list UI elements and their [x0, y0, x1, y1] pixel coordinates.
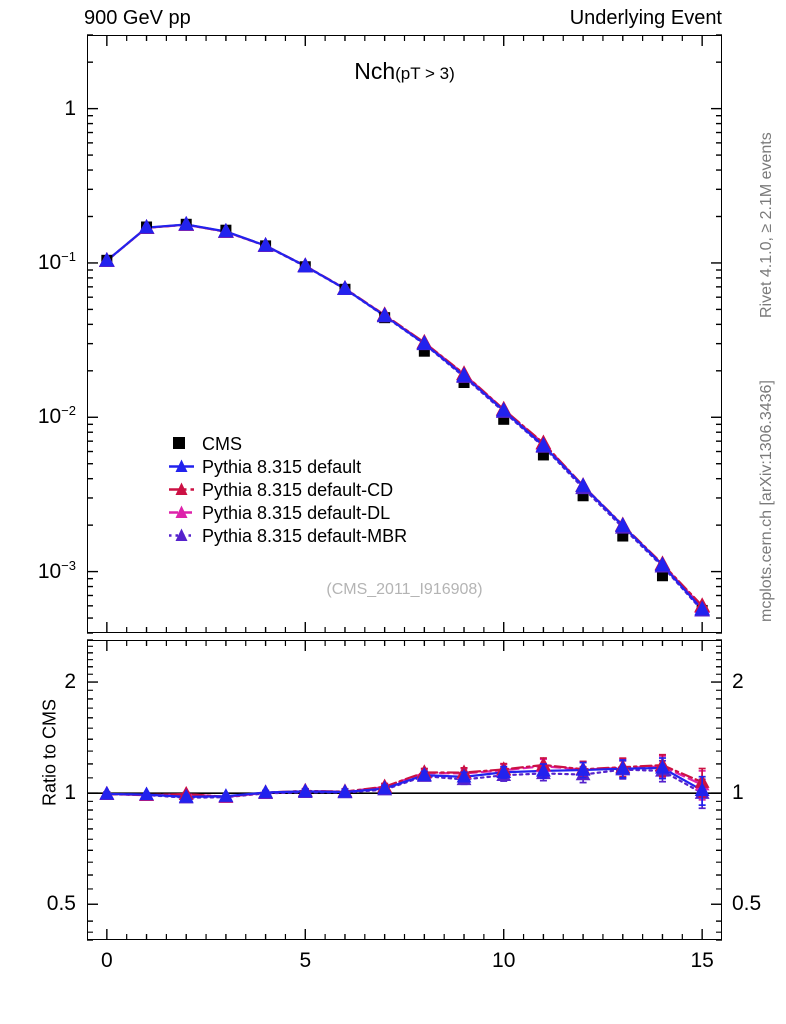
legend-triangle-icon [175, 482, 188, 495]
series-marker-triangle [297, 257, 314, 273]
data-marker-square [537, 449, 549, 461]
series-marker-triangle [536, 762, 551, 777]
series-marker-triangle [655, 759, 670, 774]
series-marker-triangle [615, 760, 631, 775]
series-marker-triangle [496, 764, 512, 778]
legend-triangle-icon [175, 505, 188, 518]
series-line [105, 223, 704, 611]
legend-item-label: Pythia 8.315 default-MBR [202, 525, 408, 546]
ratio-x-tick-label: 15 [690, 949, 714, 972]
legend-item-label: Pythia 8.315 default-CD [202, 479, 394, 500]
legend-square-marker-icon [168, 432, 202, 455]
series-marker-triangle [337, 280, 353, 295]
legend-line-key-icon [168, 455, 202, 478]
main-y-tick-label: 10−1 [37, 248, 76, 274]
ratio-y-tick-label-left: 0.5 [46, 892, 76, 916]
series-marker-triangle [218, 222, 234, 238]
header-left-label: 900 GeV pp [84, 7, 191, 29]
data-marker-square [656, 570, 668, 582]
ratio-x-tick-label: 10 [492, 949, 516, 972]
data-marker-square [577, 490, 589, 502]
main-y-tick-label: 10−2 [37, 403, 76, 429]
series-marker-triangle [258, 784, 273, 799]
series-marker-triangle [694, 600, 711, 616]
series-marker-triangle [456, 768, 472, 783]
series-marker-triangle [654, 556, 671, 572]
legend-item[interactable]: Pythia 8.315 default-CD [168, 478, 407, 501]
series-line [105, 766, 704, 798]
series-marker-triangle [99, 785, 115, 800]
series-marker-triangle [257, 236, 274, 252]
data-marker-square [418, 345, 430, 357]
legend-item-label: Pythia 8.315 default [202, 456, 362, 477]
series-marker-triangle [337, 783, 353, 798]
series-marker-triangle [694, 782, 710, 796]
ratio-y-tick-label-right: 2 [732, 670, 744, 694]
series-marker-triangle [138, 218, 155, 234]
main-y-tick-label: 1 [64, 96, 76, 120]
ratio-y-tick-label-right: 0.5 [732, 892, 762, 916]
ratio-y-tick-label-left: 1 [64, 781, 76, 805]
ratio-x-tick-label: 0 [101, 949, 113, 972]
data-marker-square [498, 413, 510, 425]
plot-title-main: Nch [354, 58, 396, 84]
series-line [105, 763, 704, 798]
series-marker-triangle [495, 401, 512, 417]
legend-triangle-icon [175, 459, 188, 472]
series-marker-triangle [416, 335, 433, 350]
series-line [105, 223, 704, 607]
series-marker-triangle [218, 788, 234, 802]
legend-triangle-icon [175, 528, 188, 541]
series-marker-triangle [575, 761, 591, 776]
data-marker-square [617, 530, 629, 542]
series-marker-triangle [614, 517, 631, 532]
series-line [105, 223, 704, 612]
analysis-id-watermark: (CMS_2011_I916908) [326, 581, 483, 598]
legend-line-key-icon [168, 524, 202, 547]
legend-item-label: Pythia 8.315 default-DL [202, 502, 391, 523]
legend: CMS Pythia 8.315 default Pythia 8.315 defa… [168, 432, 407, 547]
ratio-plot-frame [87, 640, 722, 940]
page-title: Nch(pT > 3) [87, 58, 722, 85]
legend-item[interactable]: Pythia 8.315 default [168, 455, 407, 478]
header-right-label: Underlying Event [569, 7, 722, 29]
ratio-y-tick-label-left: 2 [64, 670, 76, 694]
legend-item[interactable]: CMS [168, 432, 407, 455]
series-marker-triangle [376, 307, 393, 322]
legend-line-key-icon [168, 501, 202, 524]
main-y-tick-label: 10−3 [37, 557, 76, 583]
series-marker-triangle [178, 215, 195, 231]
series-line [105, 223, 704, 609]
legend-item[interactable]: Pythia 8.315 default-MBR [168, 524, 407, 547]
legend-item-label: CMS [202, 433, 242, 454]
series-marker-triangle [178, 788, 194, 803]
legend-line-key-icon [168, 478, 202, 501]
series-marker-triangle [416, 766, 432, 781]
series-marker-triangle [98, 252, 115, 267]
series-marker-triangle [535, 436, 552, 452]
series-marker-triangle [456, 367, 472, 382]
legend-item[interactable]: Pythia 8.315 default-DL [168, 501, 407, 524]
series-marker-triangle [297, 783, 313, 798]
plot-title-sub: (pT > 3) [395, 64, 455, 83]
series-marker-triangle [139, 786, 154, 801]
series-marker-triangle [377, 780, 393, 795]
ratio-x-tick-label: 5 [299, 949, 312, 972]
legend-square-icon [173, 437, 185, 449]
series-marker-triangle [575, 477, 591, 493]
ratio-y-tick-label-right: 1 [732, 781, 744, 805]
